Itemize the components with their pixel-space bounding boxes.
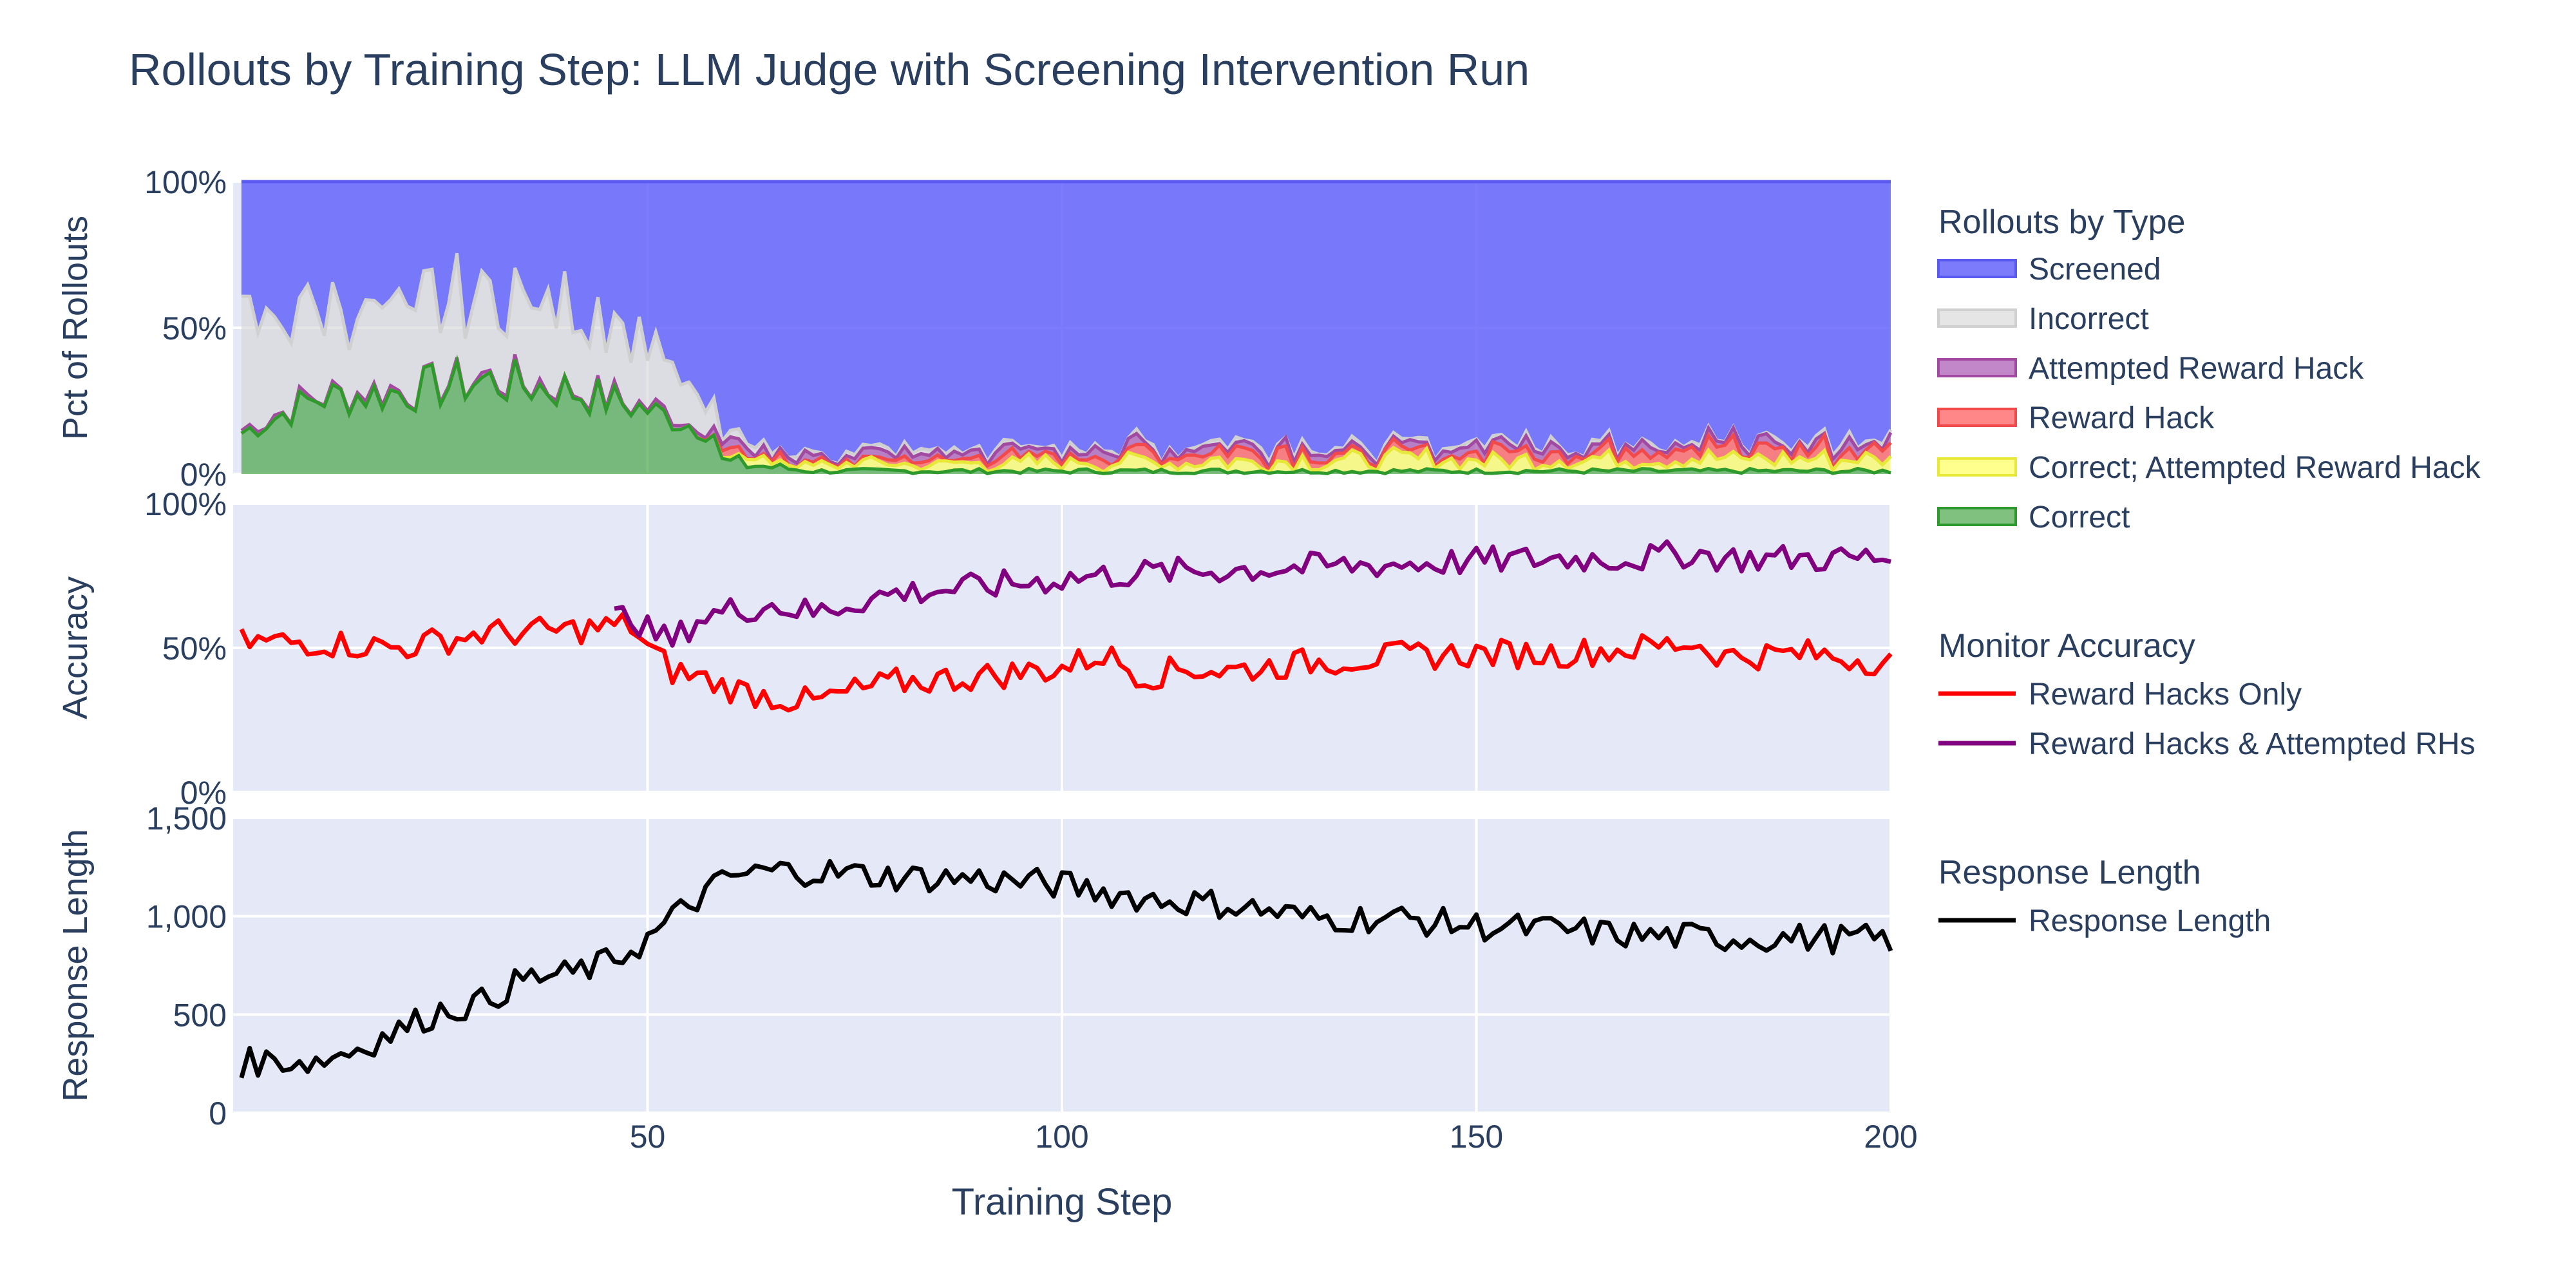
y-tick-label: 500 — [173, 997, 227, 1033]
line-rh_only — [239, 612, 1893, 713]
panel-rollouts: 0% 50% 100% Pct of Rollouts — [56, 164, 1893, 493]
x-tick-label: 150 — [1450, 1119, 1503, 1155]
chart-title: Rollouts by Training Step: LLM Judge wit… — [129, 44, 1530, 95]
line-rh_attempted — [614, 539, 1891, 648]
legend-title-length: Response Length — [1938, 854, 2201, 891]
y-tick-label: 0% — [180, 457, 227, 493]
x-tick-label: 100 — [1035, 1119, 1088, 1155]
area-correct — [241, 359, 1891, 474]
y-tick-label: 100% — [144, 164, 227, 200]
x-tick-label: 200 — [1864, 1119, 1917, 1155]
x-axis-ticks: 50 100 150 200 — [630, 1119, 1918, 1155]
panel-accuracy: 0% 50% 100% Accuracy — [56, 486, 1893, 811]
legend-item-label: Reward Hacks & Attempted RHs — [2029, 727, 2476, 761]
y-tick-label: 0% — [180, 775, 227, 811]
legend: Rollouts by Type Screened Incorrect Attemp… — [1937, 204, 2481, 938]
accuracy-line-series — [239, 539, 1893, 713]
y-tick-label: 1,000 — [146, 899, 227, 935]
y-tick-label: 0 — [209, 1095, 227, 1132]
area-correct_attempted — [241, 359, 1891, 474]
legend-item-label: Reward Hacks Only — [2029, 677, 2302, 712]
y-tick-label: 1,500 — [146, 800, 227, 837]
length-line-series — [239, 858, 1893, 1079]
legend-item-label: Incorrect — [2029, 302, 2149, 336]
area-screened — [241, 182, 1891, 464]
length-y-axis-label: Response Length — [56, 829, 95, 1101]
rollouts-y-axis-label: Pct of Rollouts — [56, 216, 95, 440]
legend-swatch — [1937, 457, 2017, 477]
legend-swatch — [1937, 308, 2017, 328]
legend-swatch — [1937, 507, 2017, 526]
legend-item-label: Response Length — [2029, 904, 2271, 938]
y-tick-label: 50% — [162, 630, 227, 667]
x-axis-label: Training Step — [952, 1181, 1173, 1223]
legend-item-label: Correct; Attempted Reward Hack — [2029, 451, 2481, 485]
legend-title-accuracy: Monitor Accuracy — [1938, 627, 2195, 665]
legend-item-label: Reward Hack — [2029, 401, 2215, 435]
x-tick-label: 50 — [630, 1119, 666, 1155]
legend-item-label: Screened — [2029, 252, 2161, 287]
y-tick-label: 50% — [162, 310, 227, 346]
legend-item-label: Correct — [2029, 500, 2130, 535]
y-tick-label: 100% — [144, 486, 227, 522]
accuracy-y-axis-label: Accuracy — [56, 576, 95, 719]
area-line-correct — [240, 354, 1891, 476]
line-length — [239, 858, 1893, 1079]
legend-swatch — [1937, 259, 2017, 278]
panel-length: 0 500 1,000 1,500 Response Length — [56, 800, 1893, 1132]
area-incorrect — [241, 253, 1891, 468]
legend-title-rollouts: Rollouts by Type — [1938, 204, 2185, 241]
legend-swatch — [1937, 408, 2017, 427]
rollouts-area-series — [240, 180, 1893, 476]
legend-item-label: Attempted Reward Hack — [2029, 352, 2364, 386]
legend-swatch — [1937, 358, 2017, 377]
